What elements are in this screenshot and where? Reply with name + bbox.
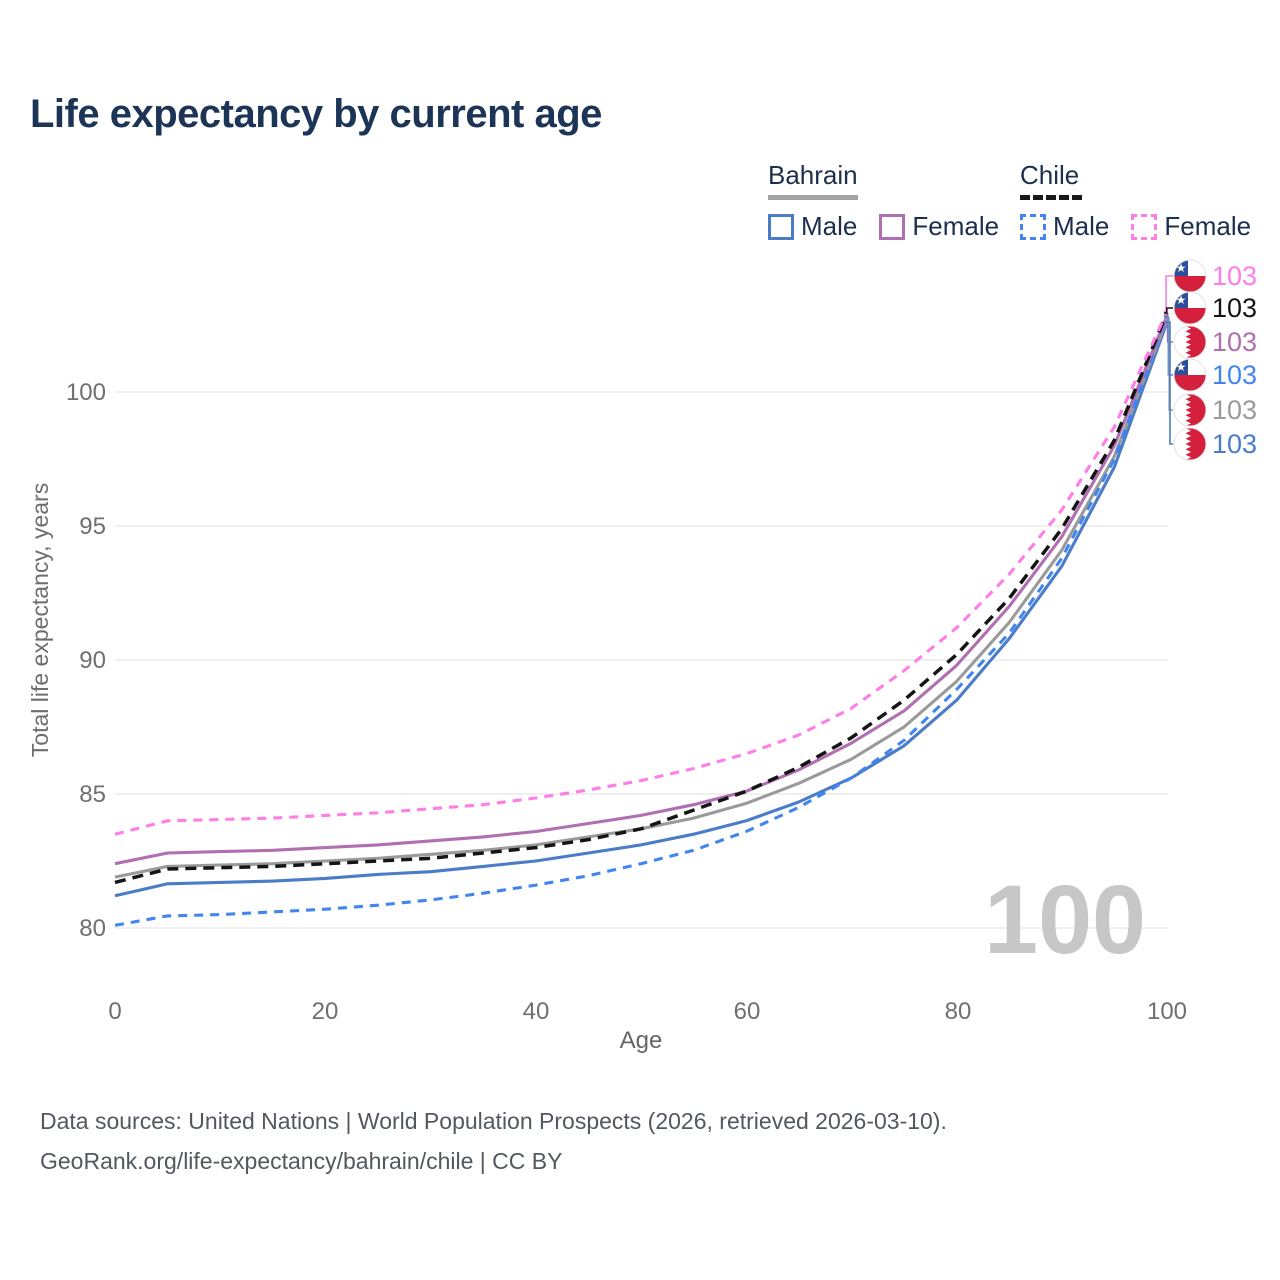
legend-label-bahrain-female[interactable]: Female: [912, 211, 1000, 241]
x-axis-title: Age: [620, 1027, 663, 1054]
y-tick-90: 90: [79, 647, 106, 674]
end-flags: ★ ★: [1173, 259, 1207, 461]
end-label-bahrain-both: 103: [1212, 395, 1257, 425]
legend-linestyle-bahrain: [768, 195, 858, 200]
x-tick-60: 60: [734, 998, 761, 1025]
y-tick-80: 80: [79, 915, 106, 942]
legend-label-chile-female[interactable]: Female: [1164, 211, 1252, 241]
end-label-chile-male: 103: [1212, 360, 1257, 390]
bahrain-flag-icon: [1173, 427, 1207, 461]
age-counter-watermark: 100: [984, 865, 1146, 974]
end-connector-chile-female: [1164, 275, 1173, 313]
x-tick-20: 20: [312, 998, 339, 1025]
chile-flag-icon: ★: [1173, 358, 1207, 392]
bahrain-flag-icon: [1173, 393, 1207, 427]
end-label-chile-both: 103: [1212, 293, 1257, 323]
svg-text:★: ★: [1176, 293, 1187, 307]
bahrain-flag-icon: [1173, 325, 1207, 359]
y-axis-title: Total life expectancy, years: [27, 483, 53, 757]
legend-item-chile-female[interactable]: Female: [1131, 211, 1251, 242]
end-value-labels: 103 103 103 103 103 103: [1212, 261, 1257, 459]
series-line-chile-both: [114, 312, 1169, 885]
y-tick-85: 85: [79, 781, 106, 808]
legend-country-bahrain[interactable]: Bahrain: [768, 160, 858, 190]
series-line-chile-male: [114, 316, 1169, 927]
legend-country-chile[interactable]: Chile: [1020, 160, 1080, 190]
chile-flag-icon: ★: [1173, 259, 1207, 293]
end-connector-bahrain-male: [1164, 321, 1173, 445]
x-axis-ticks: 0 20 40 60 80 100: [108, 998, 1187, 1025]
end-label-bahrain-female: 103: [1212, 327, 1257, 357]
series-line-bahrain-male: [114, 321, 1169, 898]
x-tick-100: 100: [1147, 998, 1187, 1025]
end-label-bahrain-male: 103: [1212, 429, 1257, 459]
legend-item-bahrain-male[interactable]: Male: [768, 211, 857, 242]
legend-group-bahrain: Bahrain Male Female: [768, 160, 1021, 242]
end-connectors: [1164, 275, 1173, 445]
legend-swatch-bahrain-male[interactable]: [768, 213, 794, 240]
chile-flag-icon: ★: [1173, 291, 1207, 325]
legend-label-bahrain-male[interactable]: Male: [801, 211, 858, 241]
x-tick-80: 80: [945, 998, 972, 1025]
x-tick-0: 0: [108, 998, 121, 1025]
y-tick-100: 100: [66, 379, 106, 406]
series-line-bahrain-female: [114, 315, 1169, 866]
data-source-line: Data sources: United Nations | World Pop…: [40, 1108, 947, 1134]
svg-text:★: ★: [1176, 261, 1187, 275]
legend-label-chile-male[interactable]: Male: [1053, 211, 1110, 241]
legend-group-chile: Chile Male Female: [1020, 160, 1273, 242]
legend-swatch-chile-female[interactable]: [1131, 213, 1158, 240]
legend-item-chile-male[interactable]: Male: [1020, 211, 1109, 242]
legend-swatch-bahrain-female[interactable]: [879, 213, 906, 240]
end-connector-chile-both: [1164, 307, 1173, 314]
svg-text:★: ★: [1176, 360, 1187, 374]
legend-linestyle-chile: [1020, 195, 1082, 200]
y-axis-ticks: 100 95 90 85 80: [66, 379, 106, 942]
legend-swatch-chile-male[interactable]: [1020, 213, 1046, 240]
page-title: Life expectancy by current age: [30, 92, 602, 136]
series-layer: [114, 310, 1169, 927]
y-tick-95: 95: [79, 513, 106, 540]
gridlines: [115, 391, 1168, 929]
end-connector-bahrain-both: [1164, 318, 1173, 411]
legend-item-bahrain-female[interactable]: Female: [879, 211, 999, 242]
attribution-line[interactable]: GeoRank.org/life-expectancy/bahrain/chil…: [40, 1148, 563, 1174]
end-label-chile-female: 103: [1212, 261, 1257, 291]
series-line-chile-female: [114, 310, 1169, 836]
x-tick-40: 40: [523, 998, 550, 1025]
